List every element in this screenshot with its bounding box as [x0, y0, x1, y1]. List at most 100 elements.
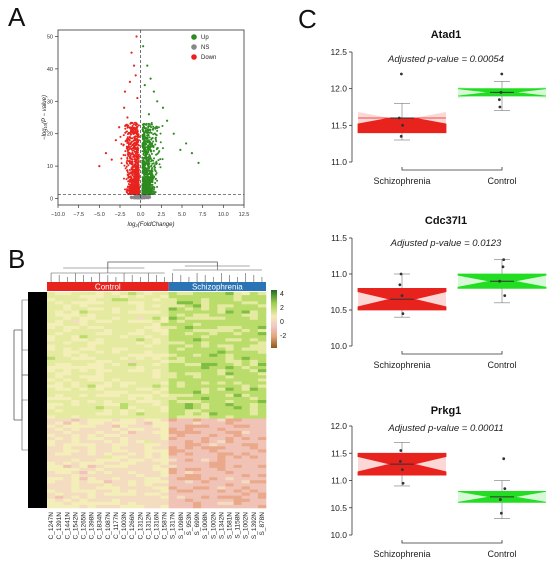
- heatmap-cell: [160, 492, 169, 496]
- heatmap-cell: [160, 301, 169, 305]
- heatmap-cell: [249, 495, 259, 500]
- heatmap-cell: [257, 362, 267, 367]
- heatmap-cell: [63, 362, 72, 367]
- dendro-branch: [107, 261, 218, 268]
- heatmap-cell: [47, 501, 56, 506]
- heatmap-cell: [168, 409, 178, 413]
- heatmap-cell: [136, 480, 145, 484]
- heatmap-cell: [103, 350, 113, 355]
- heatmap-cell: [160, 384, 169, 388]
- heatmap-cell: [71, 483, 80, 487]
- down-point: [133, 135, 136, 138]
- heatmap-cell: [184, 313, 194, 317]
- heatmap-cell: [47, 332, 56, 336]
- heatmap-cell: [201, 353, 210, 358]
- heatmap-cell: [95, 369, 105, 373]
- heatmap-cell: [136, 329, 145, 333]
- heatmap-cell: [152, 304, 161, 308]
- heatmap-cell: [144, 498, 153, 503]
- heatmap-cell: [63, 446, 72, 450]
- heatmap-cell: [152, 347, 161, 351]
- heatmap-cell: [184, 458, 194, 463]
- heatmap-cell: [160, 344, 169, 348]
- heatmap-cell: [184, 433, 194, 438]
- heatmap-cell: [193, 440, 202, 444]
- heatmap-cell: [152, 350, 161, 355]
- heatmap-cell: [79, 301, 88, 305]
- heatmap-cell: [47, 443, 56, 447]
- y-tick-label: 11.0: [331, 269, 347, 279]
- heatmap-cell: [63, 449, 72, 453]
- heatmap-cell: [152, 470, 161, 475]
- heatmap-cell: [111, 501, 121, 506]
- heatmap-cell: [168, 495, 178, 500]
- heatmap-cell: [111, 316, 121, 321]
- heatmap-cell: [136, 301, 145, 305]
- heatmap-cell: [95, 390, 105, 395]
- heatmap-cell: [136, 325, 145, 330]
- heatmap-cell: [152, 446, 161, 450]
- heatmap-cell: [160, 362, 169, 367]
- heatmap-cell: [217, 341, 226, 345]
- heatmap-cell: [111, 498, 121, 503]
- heatmap-cell: [128, 292, 137, 296]
- heatmap-cell: [71, 310, 80, 314]
- heatmap-cell: [233, 403, 242, 407]
- up-point: [143, 167, 146, 170]
- heatmap-cell: [217, 378, 226, 382]
- heatmap-cell: [103, 501, 113, 506]
- heatmap-cell: [128, 470, 137, 475]
- heatmap-cell: [160, 393, 169, 398]
- heatmap-cell: [257, 292, 267, 296]
- heatmap-cell: [55, 338, 64, 342]
- up-point: [151, 142, 154, 145]
- heatmap-cell: [136, 304, 145, 308]
- heatmap-cell: [217, 406, 226, 410]
- heatmap-cell: [184, 446, 194, 450]
- heatmap-cell: [144, 322, 153, 327]
- column-label: C_1087N: [105, 512, 112, 540]
- heatmap-cell: [95, 437, 105, 441]
- heatmap-cell: [95, 393, 105, 398]
- ns-point: [136, 197, 138, 200]
- heatmap-cell: [241, 295, 251, 299]
- heatmap-cell: [217, 474, 226, 478]
- legend-label: NS: [201, 45, 209, 51]
- heatmap-cell: [55, 353, 64, 358]
- heatmap-cell: [63, 372, 72, 376]
- heatmap-cell: [201, 498, 210, 503]
- down-point: [131, 180, 134, 183]
- heatmap-cell: [136, 350, 145, 355]
- panel-label-c: C: [298, 4, 317, 34]
- heatmap-cell: [79, 412, 88, 416]
- heatmap-cell: [152, 313, 161, 317]
- heatmap-cell: [193, 356, 202, 361]
- heatmap-cell: [120, 480, 129, 484]
- heatmap-cell: [168, 378, 178, 382]
- heatmap-cell: [233, 325, 242, 330]
- heatmap-cell: [249, 396, 259, 401]
- down-point: [127, 176, 130, 179]
- heatmap-cell: [87, 483, 96, 487]
- heatmap-cell: [233, 375, 242, 379]
- heatmap-cell: [71, 433, 80, 438]
- heatmap-cell: [233, 437, 242, 441]
- heatmap-cell: [225, 461, 234, 466]
- heatmap-cell: [79, 369, 88, 373]
- up-point: [185, 142, 188, 145]
- heatmap-cell: [160, 495, 169, 500]
- heatmap-cell: [249, 353, 259, 358]
- up-point: [144, 169, 147, 172]
- heatmap-cell: [233, 455, 242, 459]
- heatmap-cell: [144, 446, 153, 450]
- heatmap-cell: [249, 458, 259, 463]
- heatmap-cell: [103, 495, 113, 500]
- heatmap-cell: [55, 307, 64, 311]
- up-point: [145, 150, 148, 153]
- heatmap-cell: [79, 325, 88, 330]
- heatmap-cell: [257, 477, 267, 481]
- heatmap-cell: [144, 501, 153, 506]
- heatmap-cell: [257, 375, 267, 379]
- heatmap-cell: [128, 301, 137, 305]
- down-point: [123, 164, 126, 167]
